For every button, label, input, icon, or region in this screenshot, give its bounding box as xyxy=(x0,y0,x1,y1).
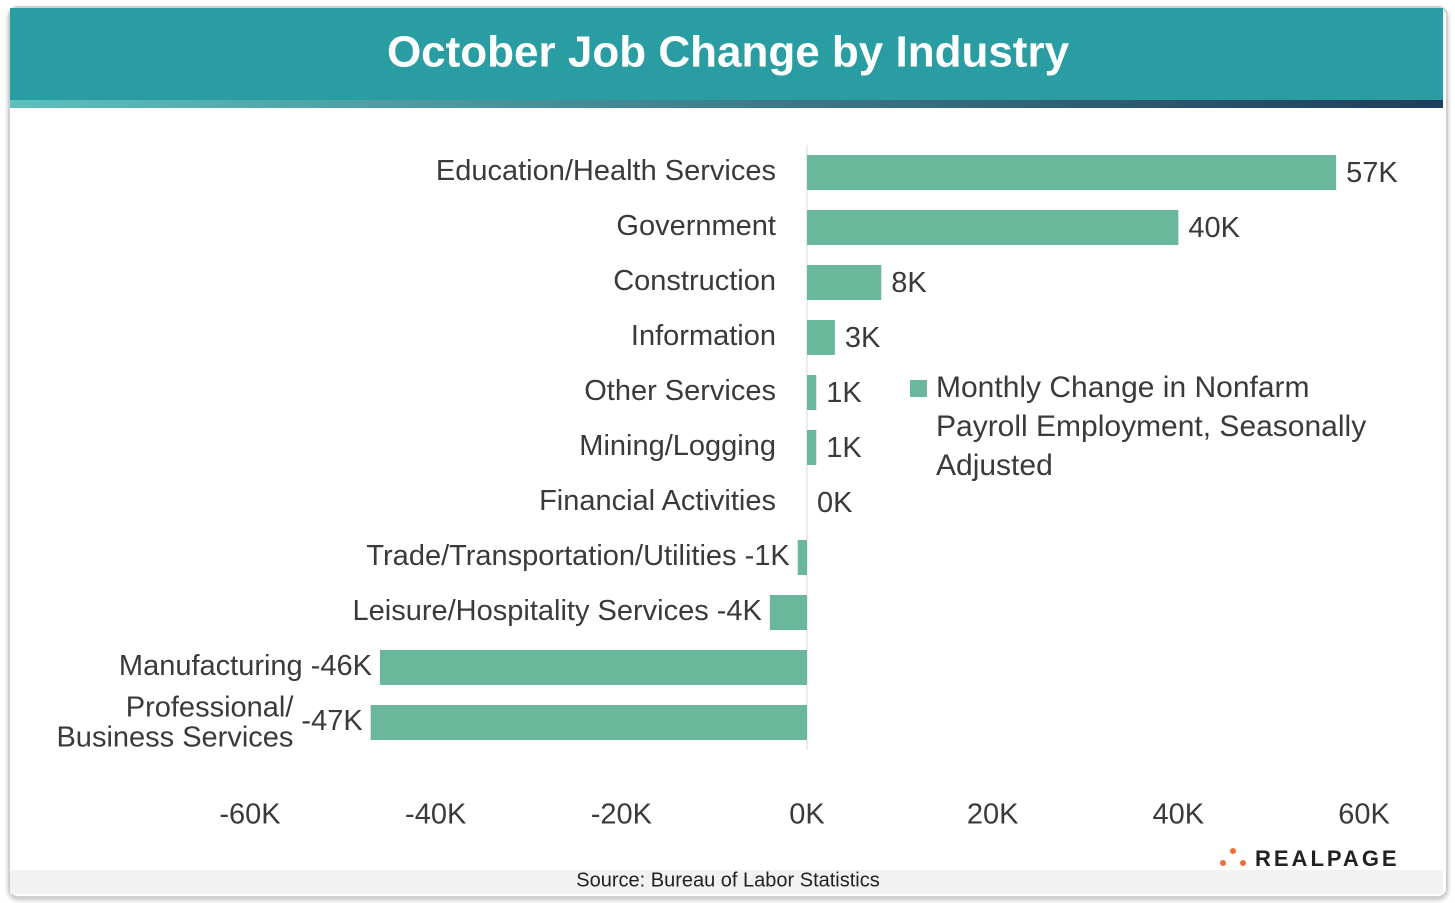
value-label: 1K xyxy=(826,432,862,464)
y-tick-label: Education/Health Services xyxy=(436,155,776,187)
y-tick-label: Manufacturing xyxy=(119,650,303,682)
legend: Monthly Change in Nonfarm Payroll Employ… xyxy=(906,368,1406,485)
y-tick-label: Leisure/Hospitality Services xyxy=(353,595,709,627)
footer-band xyxy=(10,870,1443,894)
bar xyxy=(797,540,807,575)
value-label: 1K xyxy=(826,377,862,409)
x-tick-label: 60K xyxy=(1338,799,1390,831)
x-tick-label: 40K xyxy=(1153,799,1205,831)
y-tick-label: Information xyxy=(631,320,776,352)
logo-dot xyxy=(1240,860,1246,866)
legend-swatch xyxy=(910,380,927,397)
logo-dot xyxy=(1230,848,1236,854)
legend-label: Monthly Change in Nonfarm Payroll Employ… xyxy=(936,371,1367,482)
bar xyxy=(370,705,807,740)
value-label: 8K xyxy=(891,267,927,299)
y-tick-label: Government xyxy=(616,210,776,242)
value-label: -46K xyxy=(311,650,373,682)
value-label: -47K xyxy=(301,705,363,737)
y-tick-label: Mining/Logging xyxy=(579,430,776,462)
bar xyxy=(769,595,807,630)
bar xyxy=(807,430,817,465)
y-tick-label: Professional/Business Services xyxy=(56,691,294,753)
bar xyxy=(807,155,1337,190)
value-label: -1K xyxy=(745,540,791,572)
y-tick-label: Trade/Transportation/Utilities xyxy=(366,540,736,572)
bar xyxy=(807,320,835,355)
header-strip xyxy=(10,100,1443,108)
x-tick-label: -20K xyxy=(591,799,653,831)
bar xyxy=(807,210,1179,245)
chart-title: October Job Change by Industry xyxy=(387,28,1070,77)
x-tick-label: 20K xyxy=(967,799,1019,831)
logo-dot xyxy=(1220,860,1226,866)
logo: REALPAGE xyxy=(1255,846,1400,871)
bar xyxy=(807,265,882,300)
value-label: 0K xyxy=(817,487,853,519)
value-label: 3K xyxy=(845,322,881,354)
y-tick-label: Other Services xyxy=(584,375,776,407)
value-label: 57K xyxy=(1346,157,1398,189)
bar xyxy=(379,650,807,685)
source: Source: Bureau of Labor Statistics xyxy=(576,869,880,891)
y-tick-label: Financial Activities xyxy=(539,485,776,517)
x-tick-label: -40K xyxy=(405,799,467,831)
value-label: 40K xyxy=(1188,212,1240,244)
bar xyxy=(807,375,817,410)
frame xyxy=(8,6,1448,898)
header-band xyxy=(10,8,1443,102)
y-tick-label: Construction xyxy=(613,265,776,297)
value-label: -4K xyxy=(717,595,763,627)
x-tick-label: 0K xyxy=(789,799,825,831)
x-tick-label: -60K xyxy=(219,799,281,831)
